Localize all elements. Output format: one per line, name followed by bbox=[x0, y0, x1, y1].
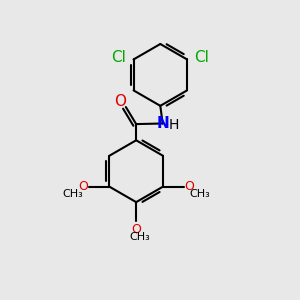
Text: N: N bbox=[157, 116, 169, 131]
Text: H: H bbox=[169, 118, 179, 132]
Text: Cl: Cl bbox=[194, 50, 209, 64]
Text: O: O bbox=[78, 180, 88, 193]
Text: O: O bbox=[184, 180, 194, 193]
Text: Cl: Cl bbox=[111, 50, 126, 64]
Text: CH₃: CH₃ bbox=[189, 189, 210, 199]
Text: O: O bbox=[131, 223, 141, 236]
Text: O: O bbox=[115, 94, 127, 109]
Text: CH₃: CH₃ bbox=[129, 232, 150, 242]
Text: CH₃: CH₃ bbox=[62, 189, 83, 199]
